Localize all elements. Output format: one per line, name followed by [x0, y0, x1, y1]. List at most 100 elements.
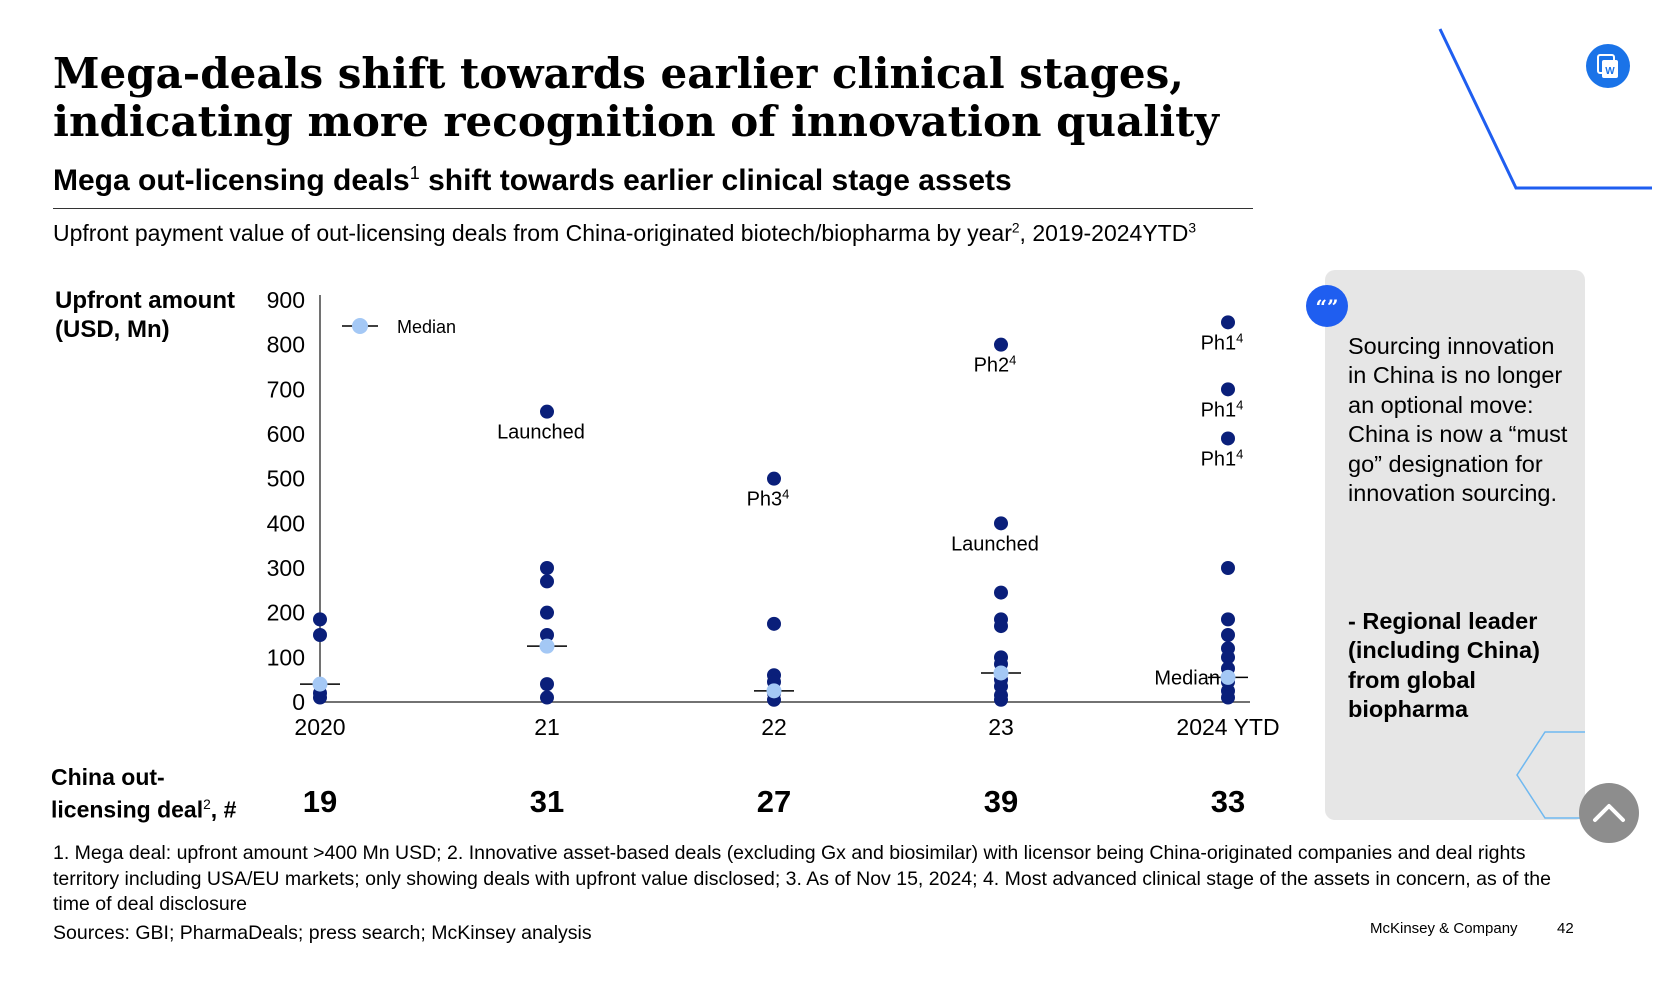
- point-annotation: Launched: [497, 422, 585, 444]
- subtitle-rest: shift towards earlier clinical stage ass…: [419, 164, 1012, 197]
- annotation-text: Launched: [497, 422, 585, 444]
- median-point: [312, 676, 328, 692]
- legend-label: Median: [397, 317, 456, 337]
- x-tick-label: 21: [534, 714, 560, 740]
- deal-point: [540, 574, 554, 589]
- point-annotation: Ph14: [1201, 330, 1244, 354]
- deal-point: [313, 690, 327, 705]
- chart-subtitle: Mega out-licensing deals1 shift towards …: [53, 163, 1012, 198]
- hexagon-decoration: [1516, 731, 1585, 819]
- subtitle-footnote-ref: 1: [409, 163, 420, 183]
- marks-layer: LaunchedPh34Ph24LaunchedPh14Ph14Ph14Medi…: [300, 315, 1248, 707]
- deal-label-text: licensing deal: [51, 796, 204, 823]
- median-point: [539, 638, 555, 654]
- point-annotation: Ph34: [747, 487, 790, 511]
- caption-ref-2: 3: [1188, 220, 1197, 236]
- annotation-text: Ph1: [1201, 448, 1237, 470]
- caption-ref-1: 2: [1011, 220, 1020, 236]
- annotation-text: Ph1: [1201, 332, 1237, 354]
- deal-point: [1221, 628, 1235, 642]
- header-divider: [53, 208, 1253, 209]
- deal-point: [1221, 650, 1235, 665]
- y-tick-label: 800: [267, 332, 305, 358]
- annotation-text: Launched: [951, 533, 1039, 555]
- axes-layer: 0 100 200 300 400 500 600 700 800 900 2020 21 22 23 20…: [267, 287, 1280, 819]
- x-tick-label: 22: [761, 714, 787, 740]
- deal-point: [767, 471, 781, 486]
- deal-point: [540, 605, 554, 620]
- x-tick-label: 2020: [294, 714, 345, 740]
- annotation-text: Ph1: [1201, 399, 1237, 421]
- annotation-footnote-ref: 4: [1009, 353, 1016, 368]
- brand-name: McKinsey & Company: [1370, 920, 1518, 937]
- page-title: Mega-deals shift towards earlier clinica…: [53, 49, 1219, 146]
- y-tick-label: 0: [292, 689, 305, 715]
- deal-point: [1221, 431, 1235, 446]
- deal-count-value: 27: [757, 784, 791, 819]
- caption-part1: Upfront payment value of out-licensing d…: [53, 220, 1012, 246]
- point-annotation: Ph24: [974, 353, 1017, 377]
- median-point: [1220, 669, 1236, 685]
- annotation-text: Ph2: [974, 355, 1010, 377]
- point-annotation: Ph14: [1201, 446, 1244, 470]
- chevron-up-glyph: [1593, 804, 1625, 822]
- word-icon[interactable]: W: [1586, 44, 1630, 88]
- y-axis-title: Upfront amount (USD, Mn): [55, 286, 235, 344]
- deal-point: [313, 628, 327, 642]
- sources-note: Sources: GBI; PharmaDeals; press search;…: [53, 922, 592, 944]
- annotation-text: Ph3: [747, 489, 783, 511]
- deal-count-value: 31: [530, 784, 564, 819]
- point-annotation: Median: [1154, 667, 1220, 689]
- annotation-footnote-ref: 4: [1236, 397, 1243, 412]
- point-annotation: Launched: [951, 533, 1039, 555]
- y-tick-label: 400: [267, 510, 305, 536]
- deal-point: [994, 585, 1008, 600]
- quote-attribution: - Regional leader (including China) from…: [1348, 608, 1540, 723]
- y-tick-label: 900: [267, 287, 305, 313]
- legend-median-marker: [352, 318, 368, 334]
- quote-icon: “”: [1306, 285, 1348, 327]
- scroll-up-icon[interactable]: [1579, 783, 1639, 843]
- y-tick-label: 600: [267, 421, 305, 447]
- quote-text: Sourcing innovation in China is no longe…: [1348, 333, 1568, 507]
- deal-count-value: 39: [984, 784, 1018, 819]
- quote-panel: [1325, 270, 1585, 820]
- corner-decoration: [1438, 28, 1652, 190]
- deal-point: [540, 561, 554, 575]
- deal-point: [1221, 561, 1235, 575]
- deal-point: [1221, 690, 1235, 705]
- deal-point: [767, 616, 781, 631]
- annotation-footnote-ref: 4: [782, 487, 789, 502]
- deal-point: [540, 404, 554, 419]
- chart-legend: Median: [342, 317, 456, 337]
- page-number: 42: [1557, 920, 1574, 937]
- annotation-footnote-ref: 4: [1236, 446, 1243, 461]
- deal-point: [1221, 315, 1235, 330]
- y-tick-label: 700: [267, 376, 305, 402]
- annotation-footnote-ref: 4: [1236, 330, 1243, 345]
- deal-point: [540, 628, 554, 642]
- y-tick-label: 300: [267, 555, 305, 581]
- deal-point: [994, 337, 1008, 352]
- deal-point: [540, 690, 554, 705]
- annotation-text: Median: [1154, 667, 1220, 689]
- y-tick-label: 200: [267, 600, 305, 626]
- point-annotation: Ph14: [1201, 397, 1244, 421]
- svg-text:W: W: [1605, 66, 1615, 77]
- median-point: [766, 683, 782, 699]
- deal-label-ref: 2: [203, 797, 211, 812]
- deal-point: [994, 619, 1008, 634]
- deal-point: [313, 612, 327, 627]
- word-glyph: W: [1597, 54, 1618, 78]
- x-tick-label: 2024 YTD: [1176, 714, 1279, 740]
- deal-point: [994, 692, 1008, 707]
- deal-label-suffix: , #: [210, 796, 237, 823]
- deal-point: [994, 516, 1008, 531]
- deal-count-label-line2: licensing deal2, #: [51, 791, 236, 824]
- chart-area: 0 100 200 300 400 500 600 700 800 900 2020 21 22 23 20…: [267, 287, 1280, 819]
- x-tick-label: 23: [988, 714, 1014, 740]
- median-point: [993, 665, 1009, 681]
- y-tick-label: 500: [267, 466, 305, 492]
- y-axis-title-line1: Upfront amount: [55, 287, 235, 314]
- deal-point: [540, 677, 554, 692]
